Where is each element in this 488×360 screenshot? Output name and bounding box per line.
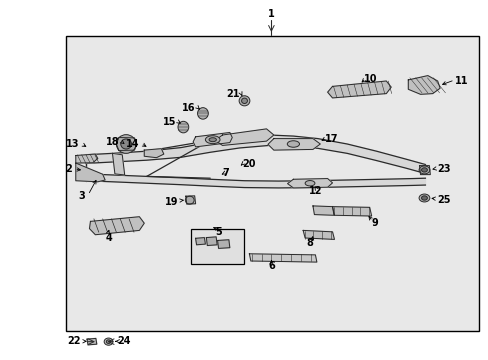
Polygon shape xyxy=(419,166,429,175)
Bar xyxy=(66,36,478,331)
Ellipse shape xyxy=(121,139,131,149)
Polygon shape xyxy=(312,206,333,215)
Text: 16: 16 xyxy=(182,103,195,113)
Polygon shape xyxy=(144,149,163,158)
Text: 20: 20 xyxy=(242,159,255,169)
Ellipse shape xyxy=(209,138,216,142)
Polygon shape xyxy=(193,132,232,147)
Text: 22: 22 xyxy=(67,336,81,346)
Text: 9: 9 xyxy=(371,218,378,228)
Text: 2: 2 xyxy=(65,164,72,174)
Polygon shape xyxy=(112,153,124,175)
Polygon shape xyxy=(185,196,195,204)
Text: 3: 3 xyxy=(79,191,85,201)
Ellipse shape xyxy=(418,194,429,202)
Ellipse shape xyxy=(106,340,110,343)
Text: 18: 18 xyxy=(106,137,120,147)
Text: 5: 5 xyxy=(215,227,222,237)
Text: 13: 13 xyxy=(66,139,80,149)
Ellipse shape xyxy=(178,121,188,133)
Text: 15: 15 xyxy=(162,117,176,127)
Ellipse shape xyxy=(421,168,427,172)
Text: 12: 12 xyxy=(308,186,322,196)
Polygon shape xyxy=(249,254,316,262)
Polygon shape xyxy=(85,174,425,188)
Ellipse shape xyxy=(116,135,136,153)
Text: 8: 8 xyxy=(305,238,312,248)
Polygon shape xyxy=(195,238,205,245)
Ellipse shape xyxy=(241,98,247,104)
Ellipse shape xyxy=(197,108,208,119)
Text: 24: 24 xyxy=(117,336,131,346)
Text: 25: 25 xyxy=(437,195,450,205)
Ellipse shape xyxy=(239,96,249,106)
Ellipse shape xyxy=(418,166,429,174)
Polygon shape xyxy=(327,81,390,98)
Text: 1: 1 xyxy=(267,9,274,19)
Bar xyxy=(190,229,244,264)
Polygon shape xyxy=(215,129,273,145)
Ellipse shape xyxy=(185,196,194,204)
Text: 10: 10 xyxy=(364,74,377,84)
Text: 11: 11 xyxy=(454,76,468,86)
Text: 7: 7 xyxy=(222,168,229,178)
Polygon shape xyxy=(407,76,439,94)
Text: 17: 17 xyxy=(325,134,338,144)
Text: 6: 6 xyxy=(267,261,274,271)
Text: 19: 19 xyxy=(164,197,178,207)
Polygon shape xyxy=(89,217,144,235)
Polygon shape xyxy=(87,338,97,345)
Polygon shape xyxy=(267,139,320,150)
Ellipse shape xyxy=(205,136,220,144)
Ellipse shape xyxy=(104,338,113,345)
Polygon shape xyxy=(287,179,332,188)
Ellipse shape xyxy=(287,141,299,147)
Polygon shape xyxy=(85,135,425,174)
Polygon shape xyxy=(217,240,229,248)
Polygon shape xyxy=(116,138,137,150)
Polygon shape xyxy=(76,154,98,163)
Text: 21: 21 xyxy=(225,89,239,99)
Text: 4: 4 xyxy=(105,233,112,243)
Polygon shape xyxy=(332,207,371,216)
Text: 14: 14 xyxy=(125,139,139,149)
Ellipse shape xyxy=(305,181,314,186)
Polygon shape xyxy=(303,230,334,239)
Ellipse shape xyxy=(421,196,427,200)
Text: 23: 23 xyxy=(437,164,450,174)
Polygon shape xyxy=(206,237,217,246)
Polygon shape xyxy=(76,163,105,182)
